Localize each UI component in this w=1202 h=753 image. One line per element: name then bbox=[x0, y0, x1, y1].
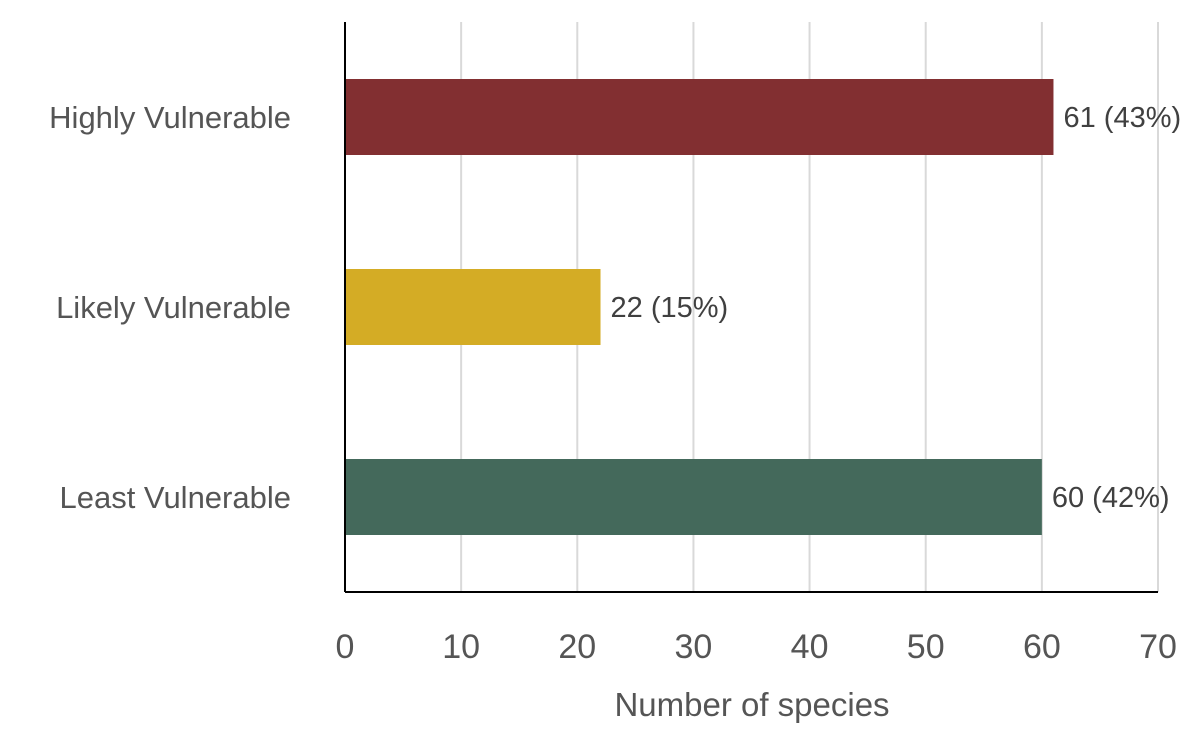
x-tick-label: 40 bbox=[791, 628, 829, 666]
x-tick-label: 10 bbox=[442, 628, 480, 666]
category-label: Likely Vulnerable bbox=[56, 290, 291, 325]
axes bbox=[344, 22, 1158, 593]
x-tick-label: 50 bbox=[907, 628, 945, 666]
x-tick-label: 0 bbox=[336, 628, 355, 666]
bar bbox=[345, 79, 1054, 155]
category-label: Least Vulnerable bbox=[59, 480, 291, 515]
x-axis-title: Number of species bbox=[614, 686, 889, 723]
data-label: 61 (43%) bbox=[1063, 102, 1181, 134]
data-label: 60 (42%) bbox=[1052, 482, 1170, 514]
x-tick-labels: 0 10 20 30 40 50 60 70 bbox=[336, 628, 1177, 666]
x-tick-label: 60 bbox=[1023, 628, 1061, 666]
x-tick-label: 20 bbox=[558, 628, 596, 666]
data-labels: 61 (43%) 22 (15%) 60 (42%) bbox=[611, 102, 1182, 514]
category-labels: Highly Vulnerable Likely Vulnerable Least … bbox=[49, 100, 291, 515]
bar bbox=[345, 269, 601, 345]
bars bbox=[345, 79, 1054, 535]
x-tick-label: 70 bbox=[1139, 628, 1177, 666]
data-label: 22 (15%) bbox=[611, 292, 729, 324]
x-tick-label: 30 bbox=[675, 628, 713, 666]
category-label: Highly Vulnerable bbox=[49, 100, 291, 135]
bar bbox=[345, 459, 1042, 535]
